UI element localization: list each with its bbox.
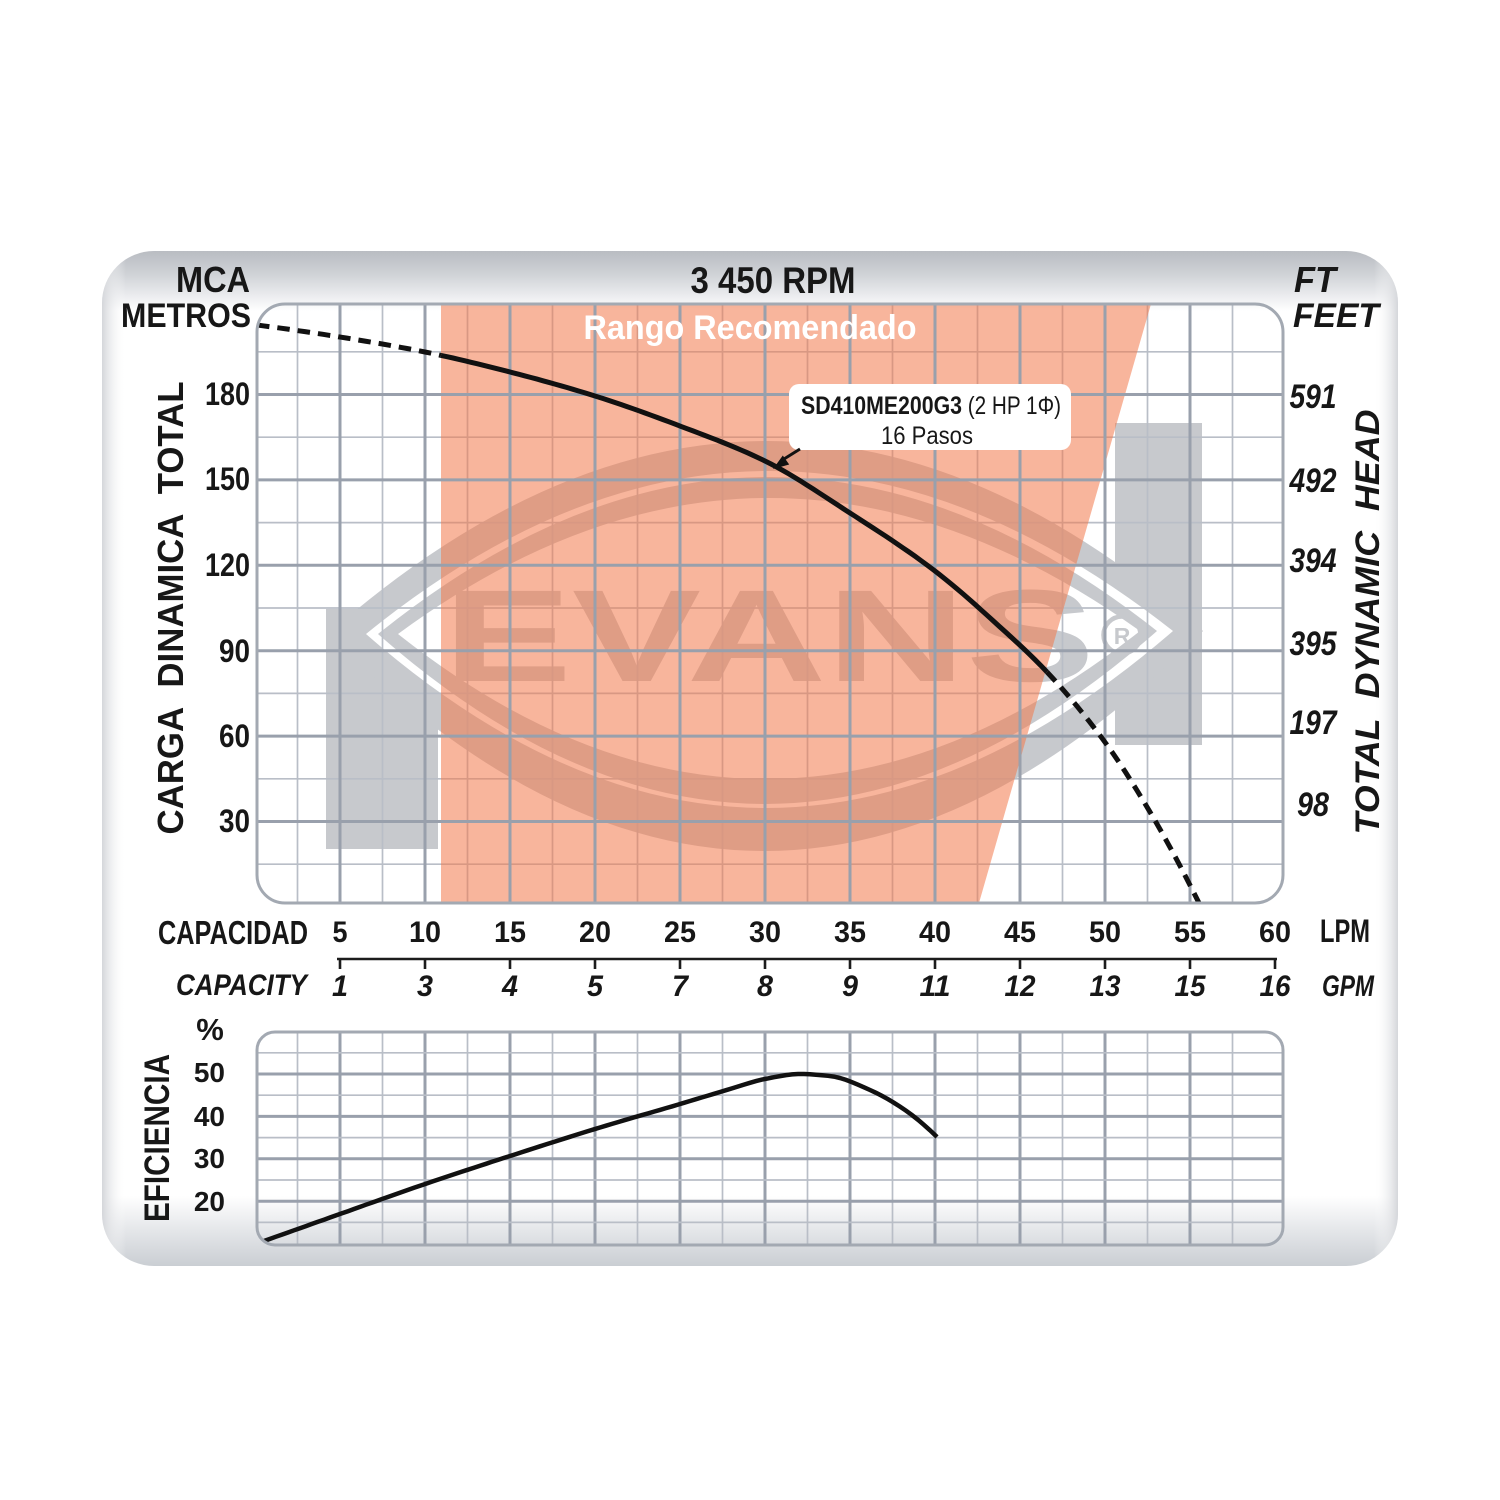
svg-text:395: 395 bbox=[1290, 625, 1338, 663]
svg-text:8: 8 bbox=[757, 970, 773, 1003]
svg-text:25: 25 bbox=[664, 916, 696, 949]
svg-text:MCA: MCA bbox=[176, 259, 250, 300]
svg-text:CAPACITY: CAPACITY bbox=[176, 969, 310, 1002]
svg-text:150: 150 bbox=[205, 461, 250, 497]
svg-text:METROS: METROS bbox=[121, 297, 251, 335]
svg-text:CAPACIDAD: CAPACIDAD bbox=[158, 914, 308, 951]
svg-text:11: 11 bbox=[920, 970, 951, 1003]
svg-text:5: 5 bbox=[587, 970, 604, 1003]
svg-text:20: 20 bbox=[579, 916, 611, 949]
svg-text:10: 10 bbox=[409, 916, 441, 949]
svg-text:CARGA DINAMICA TOTAL: CARGA DINAMICA TOTAL bbox=[150, 382, 191, 835]
svg-text:50: 50 bbox=[1089, 916, 1121, 949]
svg-text:55: 55 bbox=[1174, 916, 1206, 949]
svg-text:60: 60 bbox=[219, 718, 250, 754]
svg-text:180: 180 bbox=[205, 376, 250, 412]
svg-text:15: 15 bbox=[494, 916, 526, 949]
svg-text:40: 40 bbox=[194, 1101, 225, 1132]
svg-text:LPM: LPM bbox=[1320, 913, 1370, 949]
svg-text:9: 9 bbox=[842, 970, 858, 1003]
svg-text:R: R bbox=[1114, 623, 1131, 649]
svg-text:60: 60 bbox=[1259, 916, 1291, 949]
svg-text:13: 13 bbox=[1090, 970, 1121, 1003]
svg-text:50: 50 bbox=[194, 1057, 225, 1088]
svg-text:394: 394 bbox=[1290, 542, 1337, 580]
svg-text:TOTAL DYNAMIC HEAD: TOTAL DYNAMIC HEAD bbox=[1349, 410, 1387, 835]
svg-text:16 Pasos: 16 Pasos bbox=[881, 422, 973, 450]
svg-text:%: % bbox=[196, 1012, 224, 1047]
svg-text:98: 98 bbox=[1297, 786, 1329, 824]
svg-text:492: 492 bbox=[1289, 462, 1337, 500]
svg-text:20: 20 bbox=[194, 1186, 225, 1217]
svg-text:7: 7 bbox=[672, 970, 689, 1003]
svg-text:30: 30 bbox=[194, 1143, 225, 1174]
svg-text:Rango Recomendado: Rango Recomendado bbox=[584, 309, 917, 347]
svg-text:5: 5 bbox=[333, 916, 348, 949]
svg-text:45: 45 bbox=[1004, 916, 1036, 949]
svg-text:4: 4 bbox=[501, 970, 518, 1003]
svg-text:197: 197 bbox=[1290, 704, 1339, 742]
svg-text:1: 1 bbox=[332, 970, 348, 1003]
svg-text:16: 16 bbox=[1260, 970, 1291, 1003]
svg-text:3 450 RPM: 3 450 RPM bbox=[691, 260, 856, 301]
svg-text:35: 35 bbox=[834, 916, 866, 949]
svg-text:SD410ME200G3 (2 HP 1Φ): SD410ME200G3 (2 HP 1Φ) bbox=[801, 392, 1061, 420]
svg-text:GPM: GPM bbox=[1322, 970, 1375, 1003]
svg-text:FEET: FEET bbox=[1293, 297, 1382, 335]
svg-text:30: 30 bbox=[219, 803, 250, 839]
svg-text:40: 40 bbox=[919, 916, 951, 949]
svg-text:120: 120 bbox=[205, 547, 250, 583]
svg-text:FT: FT bbox=[1294, 259, 1339, 300]
svg-text:30: 30 bbox=[749, 916, 781, 949]
svg-text:591: 591 bbox=[1290, 378, 1337, 416]
svg-text:15: 15 bbox=[1175, 970, 1207, 1003]
svg-text:3: 3 bbox=[417, 970, 433, 1003]
svg-text:EFICIENCIA: EFICIENCIA bbox=[138, 1054, 177, 1222]
svg-text:90: 90 bbox=[219, 633, 250, 669]
svg-text:12: 12 bbox=[1005, 970, 1036, 1003]
